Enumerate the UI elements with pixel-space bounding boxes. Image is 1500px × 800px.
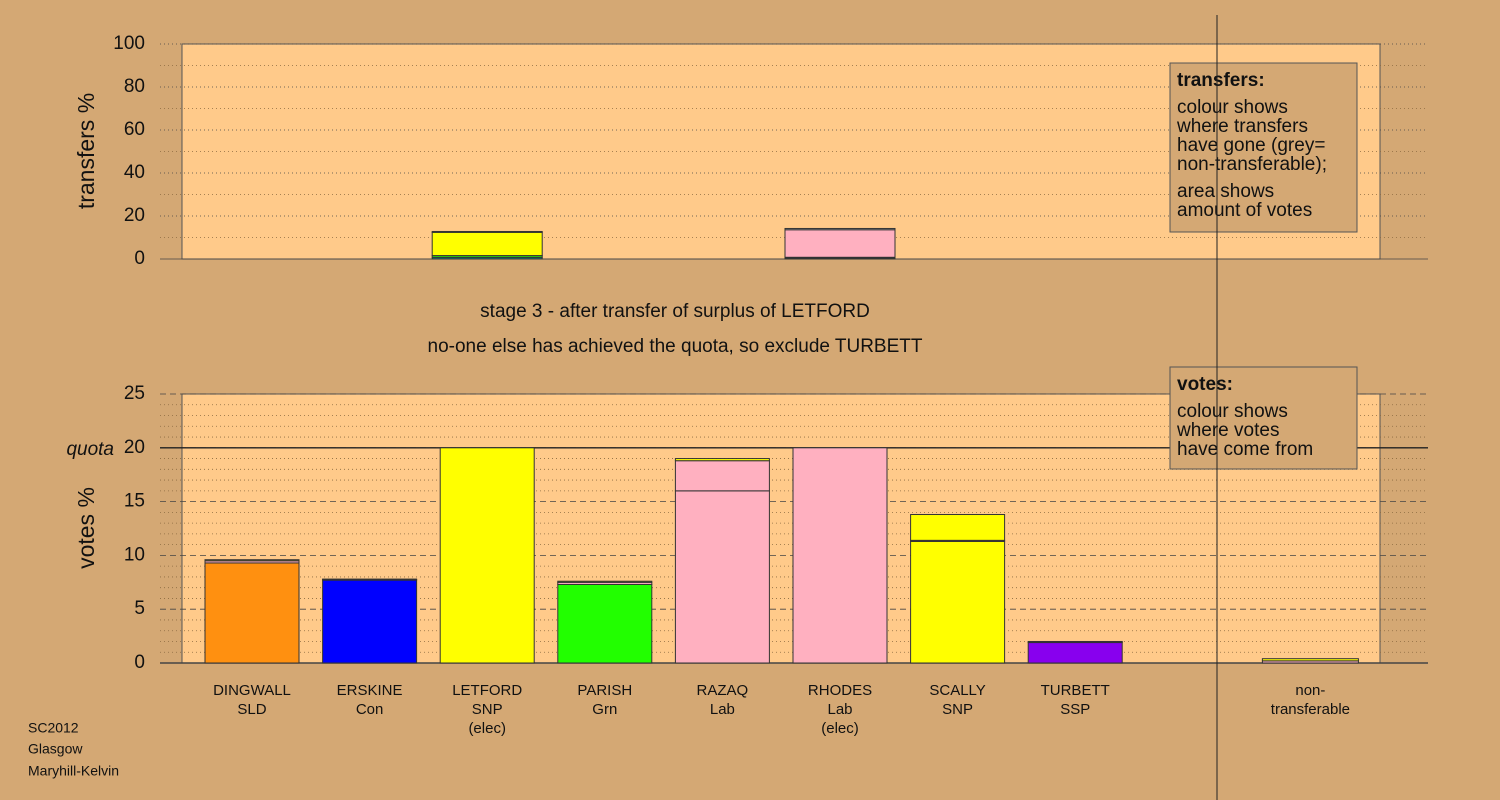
y-tick-label: 0 <box>134 652 145 673</box>
y-tick-label: 15 <box>124 491 145 512</box>
bar-segment <box>439 447 535 664</box>
x-tick-label: DINGWALL <box>213 682 291 699</box>
bar-segment <box>204 559 300 562</box>
bar-segment <box>784 227 896 231</box>
x-tick-label: SCALLY <box>929 682 985 699</box>
bar-segment <box>910 514 1006 541</box>
x-tick-label: (elec) <box>468 720 506 737</box>
legend-text: where votes <box>1176 420 1279 441</box>
bar-segment <box>322 578 418 581</box>
x-tick-label: RHODES <box>808 682 872 699</box>
x-tick-label: non- <box>1295 682 1325 699</box>
x-tick-label: SSP <box>1060 701 1090 718</box>
bar-segment <box>322 579 418 664</box>
y-tick-label: 20 <box>124 437 145 458</box>
bar-segment <box>204 562 300 664</box>
bar-segment <box>674 458 770 462</box>
x-tick-label: LETFORD <box>452 682 522 699</box>
y-axis-label: votes % <box>73 487 99 569</box>
legend-text: area shows <box>1177 181 1274 202</box>
chart-title: stage 3 - after transfer of surplus of L… <box>480 301 870 322</box>
legend-text: where transfers <box>1176 116 1308 137</box>
y-tick-label: 40 <box>124 162 145 183</box>
legend-text: have gone (grey= <box>1177 135 1325 156</box>
legend-box <box>1169 62 1358 233</box>
x-tick-label: ERSKINE <box>337 682 403 699</box>
y-tick-label: 25 <box>124 383 145 404</box>
bar-segment <box>431 230 543 233</box>
legend-text: non-transferable); <box>1177 154 1327 175</box>
x-tick-label: Con <box>356 701 384 718</box>
bar-segment <box>674 490 770 664</box>
x-tick-label: SNP <box>472 701 503 718</box>
legend-text: amount of votes <box>1177 200 1312 221</box>
x-tick-label: TURBETT <box>1041 682 1110 699</box>
y-tick-label: 20 <box>124 205 145 226</box>
x-tick-label: Grn <box>592 701 617 718</box>
x-tick-label: Lab <box>827 701 852 718</box>
legend-text: have come from <box>1177 439 1313 460</box>
y-tick-label: 0 <box>134 248 145 269</box>
bar-segment <box>792 447 888 664</box>
x-tick-label: SLD <box>237 701 266 718</box>
bar-segment <box>1027 640 1123 643</box>
y-tick-label: 5 <box>134 598 145 619</box>
bar-segment <box>784 229 896 258</box>
bar-segment <box>910 540 1006 664</box>
footer-text: Glasgow <box>28 741 83 757</box>
footer-text: Maryhill-Kelvin <box>28 763 119 779</box>
bar-segment <box>557 580 653 583</box>
x-tick-label: SNP <box>942 701 973 718</box>
footer-text: SC2012 <box>28 720 79 736</box>
legend-text: colour shows <box>1177 97 1288 118</box>
bar-segment <box>1261 658 1359 662</box>
x-tick-label: (elec) <box>821 720 859 737</box>
bar-segment <box>1027 642 1123 664</box>
legend-title: transfers: <box>1177 70 1265 91</box>
bar-segment <box>557 583 653 664</box>
x-tick-label: PARISH <box>577 682 632 699</box>
x-tick-label: Lab <box>710 701 735 718</box>
legend-box <box>1169 366 1358 470</box>
y-tick-label: 80 <box>124 76 145 97</box>
y-tick-label: 100 <box>113 33 145 54</box>
y-tick-label: 10 <box>124 544 145 565</box>
bar-segment <box>674 460 770 492</box>
y-tick-label: 60 <box>124 119 145 140</box>
legend-text: colour shows <box>1177 401 1288 422</box>
chart-subtitle: no-one else has achieved the quota, so e… <box>428 336 923 357</box>
x-tick-label: transferable <box>1271 701 1350 718</box>
y-axis-label: transfers % <box>73 93 99 209</box>
x-tick-label: RAZAQ <box>697 682 749 699</box>
legend-title: votes: <box>1177 374 1233 395</box>
bar-segment <box>431 231 543 257</box>
quota-label: quota <box>66 439 114 460</box>
